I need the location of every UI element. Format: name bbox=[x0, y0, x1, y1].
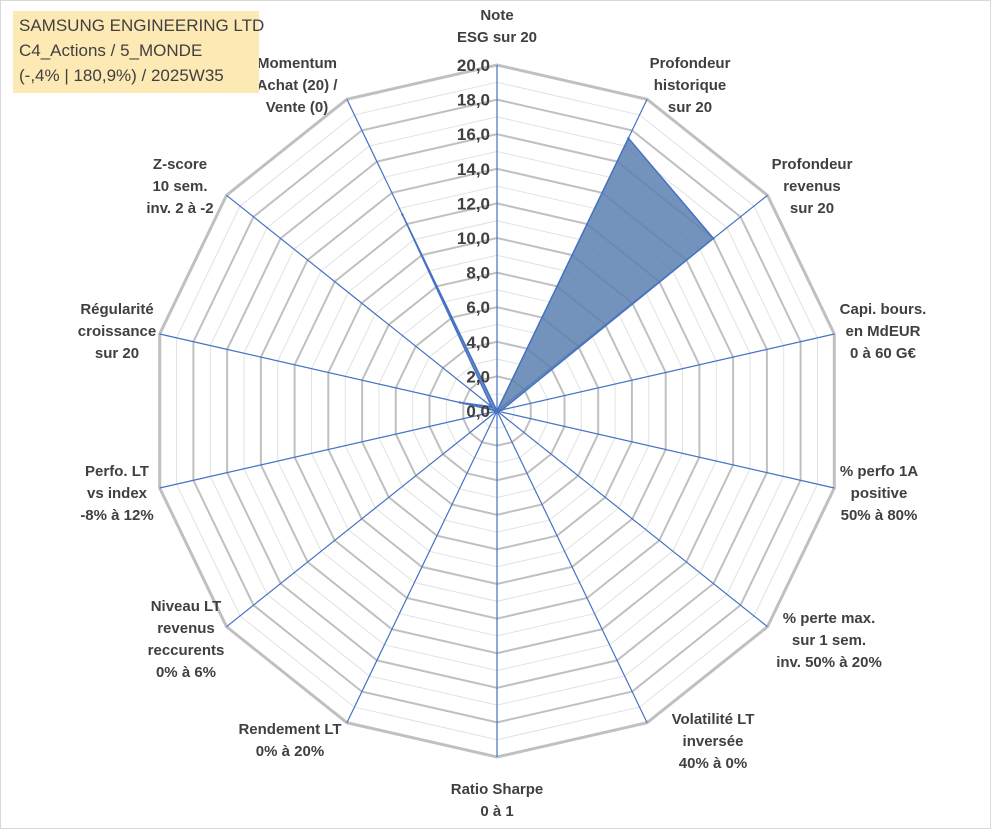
axis-label-line: 0 à 1 bbox=[480, 803, 513, 820]
axis-label-line: 0 à 60 G€ bbox=[850, 345, 917, 362]
series-point bbox=[712, 237, 715, 240]
axis-label-line: 0% à 6% bbox=[156, 664, 216, 681]
axis-label-line: 10 sem. bbox=[152, 178, 207, 195]
tick-labels: 0,0 2,0 4,0 6,0 8,0 10,0 12,0 14,0 16,0 18,0 20,0 bbox=[457, 56, 490, 421]
axis-label-line: revenus bbox=[157, 620, 215, 637]
axis-label-line: sur 20 bbox=[790, 200, 834, 217]
portfolio-category: C4_Actions / 5_MONDE bbox=[19, 41, 203, 60]
series-point bbox=[495, 409, 499, 413]
axis-label-line: 40% à 0% bbox=[679, 755, 747, 772]
axis-label-line: revenus bbox=[783, 178, 841, 195]
axis-spoke bbox=[496, 410, 768, 628]
r-tick-label: 4,0 bbox=[466, 333, 490, 352]
stock-info-box: SAMSUNG ENGINEERING LTD C4_Actions / 5_M… bbox=[13, 11, 265, 93]
axis-spoke bbox=[159, 333, 498, 412]
axis-label-line: Vente (0) bbox=[266, 99, 329, 116]
axis-label-line: sur 1 sem. bbox=[792, 632, 866, 649]
stock-name: SAMSUNG ENGINEERING LTD bbox=[19, 16, 265, 35]
axis-label-line: historique bbox=[654, 77, 727, 94]
performance-week: (-,4% | 180,9%) / 2025W35 bbox=[19, 66, 224, 85]
axis-label-line: sur 20 bbox=[668, 99, 712, 116]
axis-label-line: Niveau LT bbox=[151, 598, 222, 615]
r-tick-label: 14,0 bbox=[457, 160, 490, 179]
axis-spoke bbox=[496, 410, 648, 723]
axis-label-line: reccurents bbox=[148, 642, 225, 659]
axis-spoke bbox=[496, 333, 835, 412]
axis-label-line: Ratio Sharpe bbox=[451, 781, 544, 798]
axis-label-line: Achat (20) / bbox=[257, 77, 339, 94]
axis-spoke bbox=[159, 410, 498, 489]
series-layer bbox=[401, 136, 715, 413]
axis-label-line: Profondeur bbox=[650, 55, 731, 72]
r-tick-label: 18,0 bbox=[457, 91, 490, 110]
series-point bbox=[627, 137, 630, 140]
r-tick-label: 12,0 bbox=[457, 194, 490, 213]
axis-spoke bbox=[496, 410, 835, 489]
axis-label-line: inv. 50% à 20% bbox=[776, 654, 882, 671]
axis-labels: Note ESG sur 20 Profondeur historique sur 20… bbox=[78, 7, 927, 820]
r-tick-label: 0,0 bbox=[466, 402, 490, 421]
axis-label-line: Momentum bbox=[257, 55, 337, 72]
r-tick-label: 20,0 bbox=[457, 56, 490, 75]
series-point bbox=[401, 213, 404, 216]
series-point bbox=[490, 405, 493, 408]
series-point bbox=[500, 408, 504, 411]
axis-label-line: Profondeur bbox=[772, 156, 853, 173]
axis-label-line: positive bbox=[851, 485, 908, 502]
axis-spoke bbox=[346, 410, 498, 723]
series-point bbox=[458, 401, 462, 404]
axis-label-line: sur 20 bbox=[95, 345, 139, 362]
axis-label-line: croissance bbox=[78, 323, 156, 340]
axis-spoke bbox=[226, 410, 498, 628]
axis-label-line: vs index bbox=[87, 485, 148, 502]
axis-label-line: % perte max. bbox=[783, 610, 876, 627]
axis-label-line: Perfo. LT bbox=[85, 463, 149, 480]
axis-label-line: en MdEUR bbox=[846, 323, 921, 340]
axis-label-line: 50% à 80% bbox=[841, 507, 918, 524]
axis-label-line: inversée bbox=[683, 733, 744, 750]
r-tick-label: 2,0 bbox=[466, 367, 490, 386]
axis-label-line: Volatilité LT bbox=[672, 711, 755, 728]
axis-label-line: inv. 2 à -2 bbox=[146, 200, 213, 217]
axis-label-line: Rendement LT bbox=[238, 721, 341, 738]
axis-label-line: 0% à 20% bbox=[256, 743, 324, 760]
r-tick-label: 16,0 bbox=[457, 125, 490, 144]
r-tick-label: 10,0 bbox=[457, 229, 490, 248]
axis-label-line: -8% à 12% bbox=[80, 507, 153, 524]
r-tick-label: 6,0 bbox=[466, 298, 490, 317]
axis-label-line: Régularité bbox=[80, 301, 153, 318]
axis-label-line: % perfo 1A bbox=[840, 463, 919, 480]
axis-label-line: ESG sur 20 bbox=[457, 29, 537, 46]
axis-label-line: Z-score bbox=[153, 156, 207, 173]
r-tick-label: 8,0 bbox=[466, 264, 490, 283]
axis-label-line: Note bbox=[480, 7, 513, 24]
axis-label-line: Capi. bours. bbox=[840, 301, 927, 318]
axis-spoke bbox=[226, 194, 498, 412]
